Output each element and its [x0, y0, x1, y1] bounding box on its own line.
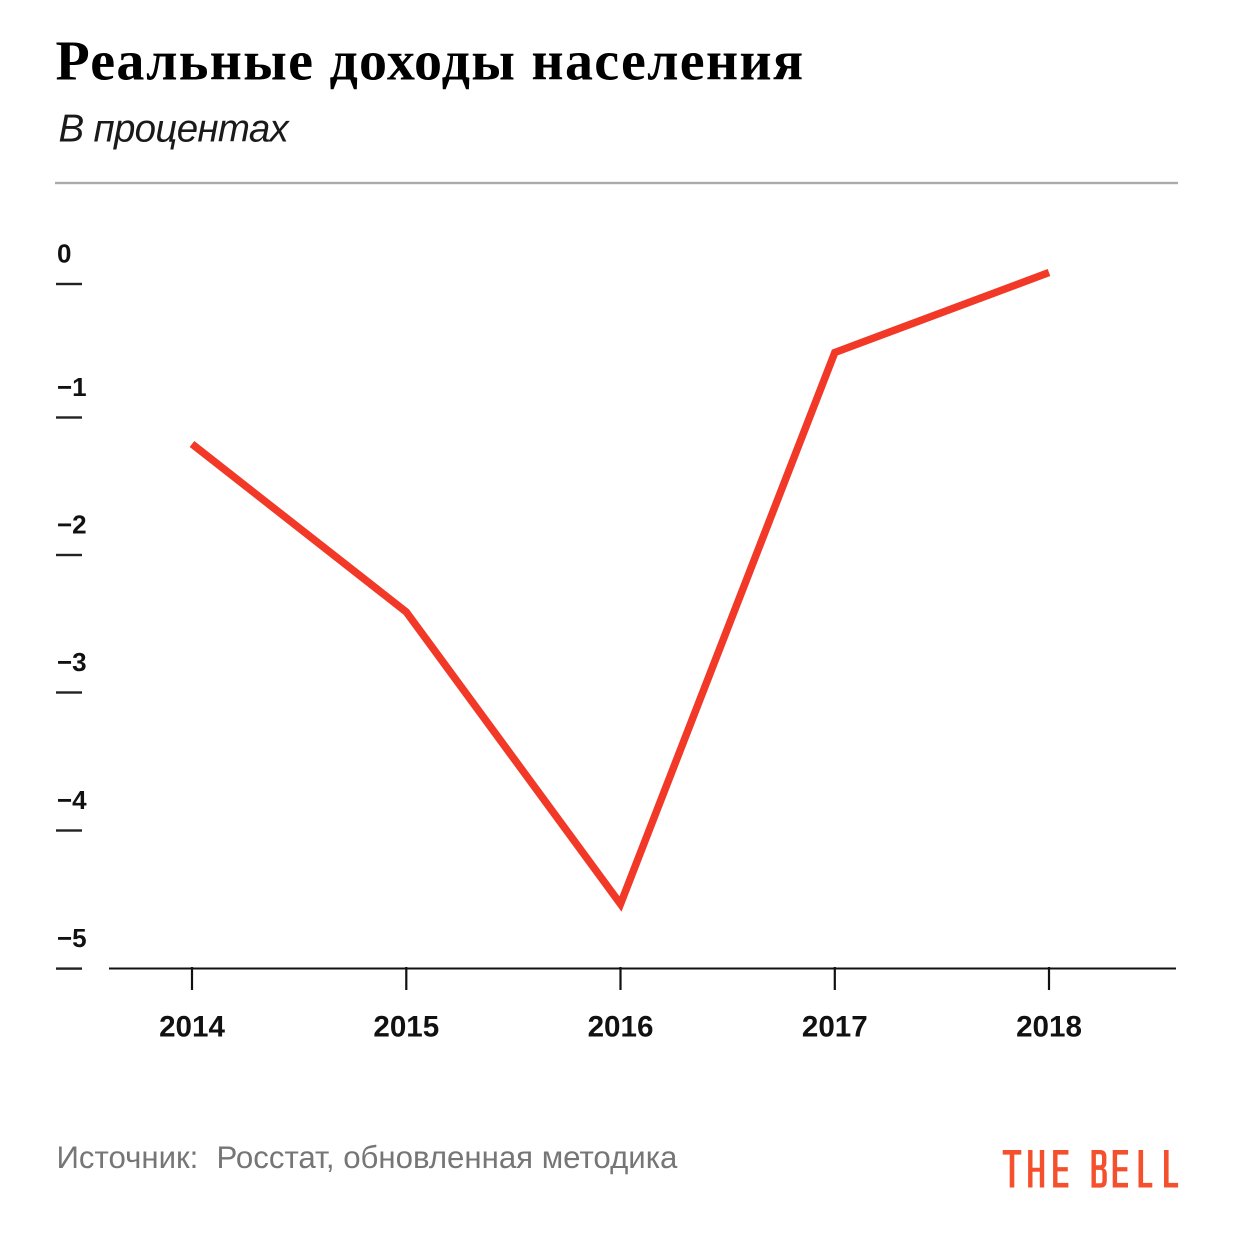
svg-text:2018: 2018 — [1016, 1010, 1082, 1043]
svg-text:2015: 2015 — [373, 1010, 439, 1043]
svg-text:0: 0 — [57, 238, 71, 268]
svg-text:Реальные доходы населения: Реальные доходы населения — [56, 30, 805, 92]
svg-text:−2: −2 — [57, 509, 87, 539]
svg-text:−4: −4 — [57, 785, 87, 815]
svg-text:−5: −5 — [57, 923, 87, 953]
svg-text:−1: −1 — [57, 372, 87, 402]
svg-text:2014: 2014 — [159, 1010, 225, 1043]
svg-text:Источник:: Источник: — [57, 1140, 199, 1175]
svg-text:2016: 2016 — [588, 1010, 654, 1043]
svg-text:В процентах: В процентах — [59, 107, 291, 150]
svg-text:−3: −3 — [57, 647, 87, 677]
svg-text:2017: 2017 — [802, 1010, 868, 1043]
svg-text:Росстат, обновленная методика: Росстат, обновленная методика — [217, 1140, 679, 1175]
